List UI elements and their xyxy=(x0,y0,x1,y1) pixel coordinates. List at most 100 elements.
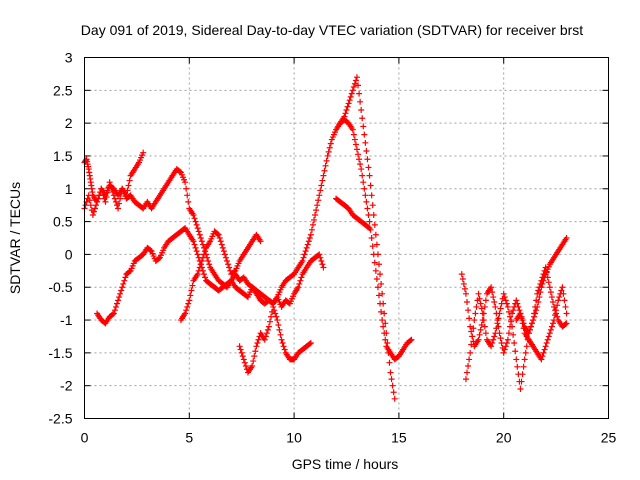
data-point xyxy=(496,330,503,337)
data-point xyxy=(307,340,314,347)
data-point xyxy=(126,177,133,184)
data-point xyxy=(490,294,497,301)
data-point xyxy=(558,287,565,294)
series-track-8 xyxy=(462,235,570,392)
data-point xyxy=(371,259,378,266)
data-point xyxy=(482,330,489,337)
data-point xyxy=(252,348,259,355)
data-point xyxy=(388,376,395,383)
data-point xyxy=(202,274,209,281)
data-point xyxy=(554,302,561,309)
data-point xyxy=(239,353,246,360)
data-point xyxy=(117,195,124,202)
data-point xyxy=(226,264,233,271)
y-tick-label: 2 xyxy=(65,115,73,131)
data-point xyxy=(465,307,472,314)
data-point xyxy=(124,187,131,194)
data-point xyxy=(534,290,541,297)
data-point xyxy=(321,167,328,174)
data-point xyxy=(176,168,183,175)
data-point xyxy=(194,271,201,278)
data-point xyxy=(344,103,351,110)
data-point xyxy=(122,274,129,281)
data-point xyxy=(513,356,520,363)
data-point xyxy=(197,235,204,241)
data-point xyxy=(555,297,562,304)
series-track-3 xyxy=(94,116,415,363)
data-point xyxy=(517,385,524,392)
data-point xyxy=(347,93,354,100)
data-point xyxy=(298,274,305,281)
series-track-10 xyxy=(513,264,570,337)
x-axis-title: GPS time / hours xyxy=(292,456,399,472)
x-tick-label: 15 xyxy=(391,430,407,446)
data-point xyxy=(363,198,370,205)
data-point xyxy=(120,280,127,287)
data-point xyxy=(492,303,499,310)
data-point xyxy=(495,323,502,330)
data-point xyxy=(214,230,221,237)
data-point xyxy=(490,336,497,343)
data-point xyxy=(189,282,196,289)
grid xyxy=(84,57,609,419)
data-point xyxy=(512,348,519,355)
data-point xyxy=(191,241,198,248)
data-point xyxy=(350,84,357,91)
y-tick-label: -0.5 xyxy=(48,279,72,295)
data-point xyxy=(366,225,373,232)
data-point xyxy=(111,195,118,202)
series-track-7 xyxy=(333,195,373,232)
data-point xyxy=(390,389,397,396)
data-point xyxy=(192,218,199,225)
data-point xyxy=(472,310,479,317)
data-point xyxy=(375,292,382,299)
data-point xyxy=(553,310,560,317)
data-point xyxy=(538,356,545,363)
data-point xyxy=(316,192,323,199)
data-point xyxy=(155,255,162,262)
data-point xyxy=(318,182,325,189)
data-point xyxy=(504,336,511,343)
data-point xyxy=(497,335,504,342)
data-point xyxy=(216,235,223,241)
data-point xyxy=(306,340,313,347)
data-point xyxy=(505,308,512,315)
data-point xyxy=(511,340,518,347)
data-point xyxy=(238,349,245,356)
data-point xyxy=(466,315,473,322)
data-point xyxy=(464,369,471,376)
data-point xyxy=(279,340,286,347)
data-point xyxy=(121,277,128,284)
data-point xyxy=(89,212,96,219)
data-point xyxy=(377,271,384,278)
data-point xyxy=(533,307,540,314)
data-point xyxy=(509,310,516,317)
data-point xyxy=(358,166,365,173)
data-point xyxy=(318,257,325,264)
data-point xyxy=(473,303,480,310)
y-tick-label: -2.5 xyxy=(48,411,72,427)
data-point xyxy=(199,254,206,261)
data-point xyxy=(476,295,483,302)
data-point xyxy=(303,244,310,251)
data-point xyxy=(488,343,495,350)
data-point xyxy=(86,197,93,204)
data-point xyxy=(242,362,249,369)
data-point xyxy=(90,208,97,215)
data-point xyxy=(200,251,207,258)
data-point xyxy=(503,300,510,307)
data-point xyxy=(493,310,500,317)
data-point xyxy=(195,228,202,235)
data-point xyxy=(364,205,371,212)
data-point xyxy=(562,321,569,328)
data-point xyxy=(261,336,268,343)
data-point xyxy=(115,297,122,304)
data-point xyxy=(357,98,364,105)
x-tick-label: 0 xyxy=(81,430,89,446)
data-point xyxy=(506,313,513,320)
axes: 0 5 10 15 20 25 -2.5 -2 -1.5 -1 -0.5 0 0.5 1 1.5 2 2.5 3 xyxy=(48,50,616,446)
series-layer xyxy=(81,74,570,402)
data-point xyxy=(237,346,244,353)
data-point xyxy=(373,241,380,248)
data-point xyxy=(193,221,200,228)
